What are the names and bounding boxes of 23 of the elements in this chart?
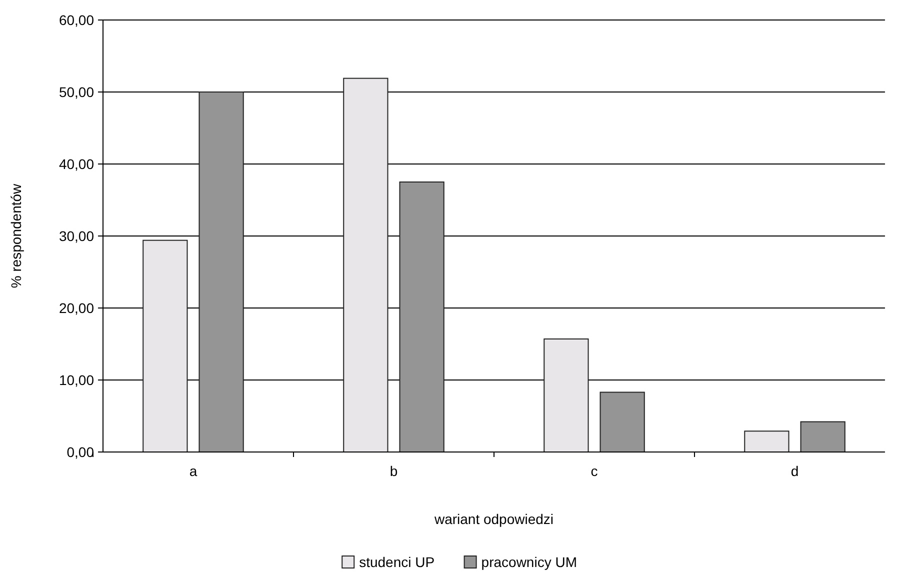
bar [142, 240, 188, 452]
y-tick-label: 10,00 [58, 372, 94, 388]
legend-label: studenci UP [359, 554, 435, 570]
bar [343, 78, 388, 452]
y-tick-label: 40,00 [58, 156, 94, 172]
y-tick-label: 50,00 [58, 84, 94, 100]
x-axis-title: wariant odpowiedzi [433, 511, 554, 527]
x-tick-label: d [790, 463, 799, 479]
bar [744, 430, 790, 452]
y-tick-label: 30,00 [58, 228, 94, 244]
y-tick-label: 20,00 [58, 300, 94, 316]
bar [544, 338, 589, 452]
legend-label: pracownicy UM [481, 554, 578, 570]
bar [399, 182, 444, 452]
bar [198, 92, 244, 452]
x-tick-label: c [590, 463, 598, 479]
y-axis-title: % respondentów [8, 182, 24, 288]
x-tick-label: a [189, 463, 198, 479]
bar [600, 392, 645, 452]
bar [800, 421, 846, 452]
x-tick-label: b [390, 463, 398, 479]
y-tick-label: 0,00 [66, 444, 94, 460]
y-tick-label: 60,00 [58, 12, 94, 28]
